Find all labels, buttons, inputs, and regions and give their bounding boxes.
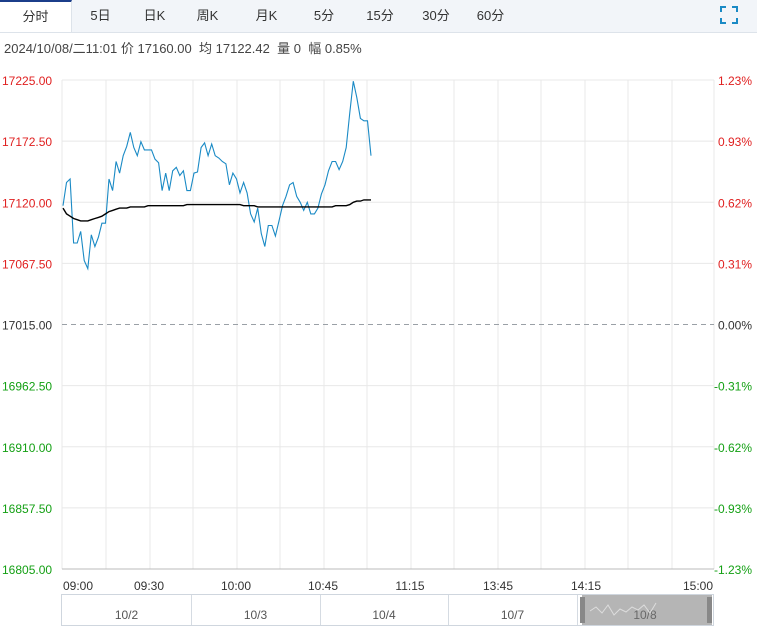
- average-line: [62, 199, 371, 222]
- y-tick-label: 16962.50: [2, 380, 52, 394]
- tab-7[interactable]: 15分: [366, 8, 394, 23]
- fullscreen-expand-icon[interactable]: [719, 5, 739, 25]
- x-tick-label: 09:30: [134, 579, 164, 593]
- tab-8[interactable]: 30分: [422, 8, 450, 23]
- pct-tick-label: -0.31%: [714, 380, 752, 394]
- x-tick-label: 14:15: [571, 579, 601, 593]
- y-tick-label: 17120.00: [2, 196, 52, 210]
- pct-tick-label: 0.62%: [718, 196, 752, 210]
- mini-sparkline: [589, 602, 657, 616]
- pct-tick-label: 1.23%: [718, 74, 752, 88]
- change-label: 幅: [308, 41, 322, 56]
- volume-label: 量: [277, 41, 291, 56]
- pct-tick-label: -1.23%: [714, 563, 752, 577]
- quote-info-bar: 2024/10/08/二11:01 价 17160.00 均 17122.42 …: [4, 38, 362, 57]
- pct-tick-label: -0.93%: [714, 502, 752, 516]
- tab-1[interactable]: 分时: [0, 0, 72, 32]
- avg-value: 17122.42: [215, 41, 270, 56]
- range-day-label: 10/7: [500, 608, 525, 622]
- price-value: 17160.00: [137, 41, 192, 56]
- pct-tick-label: 0.31%: [718, 257, 752, 271]
- y-tick-label: 17067.50: [2, 257, 52, 271]
- range-day-1[interactable]: 10/2: [62, 595, 192, 625]
- avg-label: 均: [198, 41, 212, 56]
- period-tab-bar: 分时 5日 日K 周K 月K 5分 15分 30分 60分: [0, 0, 757, 33]
- range-day-3[interactable]: 10/4: [320, 595, 449, 625]
- range-selection[interactable]: [582, 595, 712, 625]
- change-value: 0.85%: [324, 41, 362, 56]
- tab-2[interactable]: 5日: [90, 8, 111, 23]
- range-day-4[interactable]: 10/7: [448, 595, 578, 625]
- y-tick-label: 17015.00: [2, 319, 52, 333]
- y-tick-label: 17172.50: [2, 135, 52, 149]
- range-day-label: 10/3: [243, 608, 268, 622]
- y-tick-label: 16857.50: [2, 502, 52, 516]
- tab-9[interactable]: 60分: [476, 8, 505, 23]
- range-day-label: 10/4: [372, 608, 396, 622]
- tab-5[interactable]: 月K: [255, 8, 278, 23]
- tab-6[interactable]: 5分: [313, 8, 335, 23]
- pct-tick-label: -0.62%: [714, 441, 752, 455]
- tab-4[interactable]: 周K: [196, 8, 219, 23]
- range-day-label: 10/2: [114, 608, 139, 622]
- price-label: 价: [120, 41, 134, 56]
- x-tick-label: 15:00: [683, 579, 713, 593]
- pct-tick-label: 0.00%: [718, 319, 752, 333]
- range-handle-left[interactable]: [580, 597, 585, 623]
- x-tick-label: 10:45: [308, 579, 338, 593]
- range-handle-right[interactable]: [707, 597, 712, 623]
- price-line: [62, 81, 372, 271]
- x-tick-label: 10:00: [221, 579, 251, 593]
- date-range-navigator[interactable]: 10/210/310/410/710/8: [61, 594, 714, 626]
- pct-tick-label: 0.93%: [718, 135, 752, 149]
- y-tick-label: 17225.00: [2, 74, 52, 88]
- range-day-2[interactable]: 10/3: [191, 595, 321, 625]
- y-tick-label: 16910.00: [2, 441, 52, 455]
- tab-3[interactable]: 日K: [143, 8, 166, 23]
- y-tick-label: 16805.00: [2, 563, 52, 577]
- intraday-chart: 17225.00 1.23% 17172.50 0.93% 17120.00 0.62% 1…: [2, 74, 752, 593]
- x-tick-label: 13:45: [483, 579, 513, 593]
- x-tick-label: 09:00: [63, 579, 93, 593]
- info-datetime: 2024/10/08/二11:01: [4, 41, 118, 56]
- volume-value: 0: [293, 41, 301, 56]
- x-tick-label: 11:15: [395, 579, 424, 593]
